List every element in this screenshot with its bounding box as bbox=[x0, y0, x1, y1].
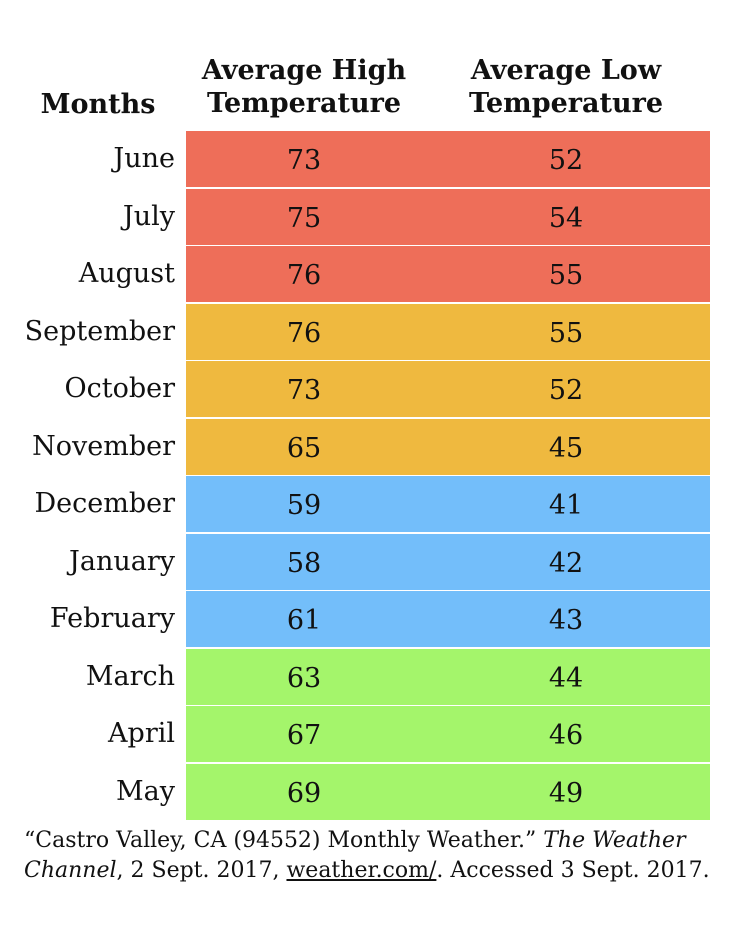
month-label: December bbox=[34, 488, 176, 519]
average-low-value: 52 bbox=[548, 145, 584, 176]
month-label: April bbox=[108, 718, 175, 749]
table-row: April 67 46 bbox=[0, 705, 750, 763]
season-color-band bbox=[186, 302, 710, 360]
month-label: May bbox=[116, 775, 175, 807]
table-row: February 61 43 bbox=[0, 590, 750, 648]
average-high-value: 69 bbox=[286, 777, 322, 809]
average-low-column-header: Average Low Temperature bbox=[448, 54, 684, 120]
citation-link[interactable]: weather.com/ bbox=[286, 858, 437, 883]
citation-part2: , 2 Sept. 2017, bbox=[116, 858, 287, 883]
month-label: March bbox=[85, 660, 175, 692]
month-label: October bbox=[64, 373, 175, 404]
average-high-value: 75 bbox=[286, 202, 322, 234]
season-color-band bbox=[186, 245, 710, 302]
citation-part1: “Castro Valley, CA (94552) Monthly Weath… bbox=[24, 828, 544, 853]
month-label: August bbox=[78, 258, 175, 289]
month-label: January bbox=[69, 545, 175, 577]
season-color-band bbox=[186, 475, 710, 532]
season-color-band bbox=[186, 762, 710, 820]
season-color-band bbox=[186, 647, 710, 705]
average-low-value: 52 bbox=[548, 375, 584, 406]
table-row: November 65 45 bbox=[0, 417, 750, 476]
month-label: February bbox=[49, 603, 175, 634]
average-high-value: 59 bbox=[286, 490, 322, 521]
month-label: November bbox=[32, 430, 175, 462]
average-low-value: 45 bbox=[548, 432, 584, 464]
season-color-band bbox=[186, 590, 710, 647]
month-label: July bbox=[122, 200, 175, 232]
months-column-header: Months bbox=[18, 88, 178, 121]
citation-source: The Weather Channel bbox=[24, 828, 686, 883]
average-low-header-line2: Temperature bbox=[468, 88, 664, 119]
season-color-band bbox=[186, 187, 710, 245]
average-high-value: 73 bbox=[286, 375, 322, 406]
average-low-value: 42 bbox=[548, 547, 584, 579]
month-label: June bbox=[113, 143, 175, 174]
season-color-band bbox=[186, 417, 710, 475]
months-header-text: Months bbox=[40, 89, 156, 120]
table-row: January 58 42 bbox=[0, 532, 750, 591]
season-color-band bbox=[186, 705, 710, 762]
average-low-value: 44 bbox=[548, 662, 584, 694]
table-row: December 59 41 bbox=[0, 475, 750, 533]
average-high-value: 63 bbox=[286, 662, 322, 694]
average-low-value: 41 bbox=[548, 490, 584, 521]
table-row: August 76 55 bbox=[0, 245, 750, 303]
temperature-table: June 73 52 July 75 54 August 76 55 September 76 55 O… bbox=[0, 130, 750, 820]
average-high-value: 76 bbox=[286, 317, 322, 349]
average-high-value: 58 bbox=[286, 547, 322, 579]
season-color-band bbox=[186, 532, 710, 590]
average-high-header-line1: Average High bbox=[201, 55, 407, 86]
season-color-band bbox=[186, 360, 710, 417]
table-row: May 69 49 bbox=[0, 762, 750, 821]
average-low-header-line1: Average Low bbox=[470, 55, 662, 86]
average-low-value: 49 bbox=[548, 777, 584, 809]
table-row: July 75 54 bbox=[0, 187, 750, 246]
average-high-column-header: Average High Temperature bbox=[188, 54, 420, 120]
average-low-value: 46 bbox=[548, 720, 584, 751]
average-high-value: 73 bbox=[286, 145, 322, 176]
month-label: September bbox=[24, 315, 175, 347]
table-row: September 76 55 bbox=[0, 302, 750, 361]
citation-part3: . Accessed 3 Sept. 2017. bbox=[436, 858, 710, 883]
average-high-value: 65 bbox=[286, 432, 322, 464]
season-color-band bbox=[186, 130, 710, 187]
table-row: October 73 52 bbox=[0, 360, 750, 418]
average-low-value: 43 bbox=[548, 605, 584, 636]
average-high-value: 61 bbox=[286, 605, 322, 636]
table-row: March 63 44 bbox=[0, 647, 750, 706]
average-low-value: 54 bbox=[548, 202, 584, 234]
average-low-value: 55 bbox=[548, 317, 584, 349]
citation: “Castro Valley, CA (94552) Monthly Weath… bbox=[24, 826, 724, 886]
average-low-value: 55 bbox=[548, 260, 584, 291]
average-high-value: 76 bbox=[286, 260, 322, 291]
average-high-header-line2: Temperature bbox=[206, 88, 402, 119]
table-row: June 73 52 bbox=[0, 130, 750, 188]
average-high-value: 67 bbox=[286, 720, 322, 751]
